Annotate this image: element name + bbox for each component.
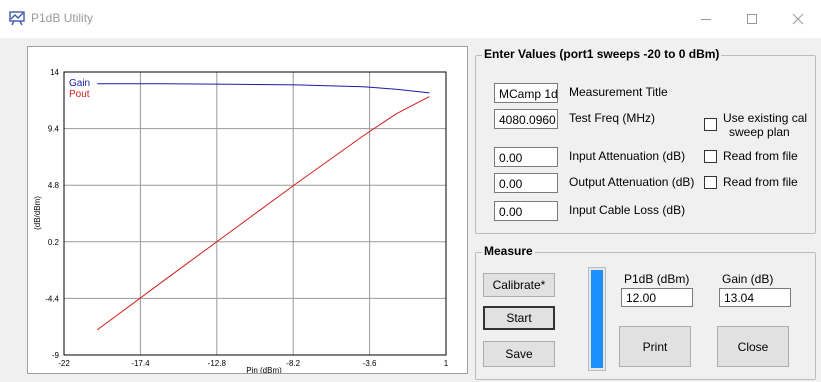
- x-tick-label: -8.2: [286, 359, 300, 368]
- progress-bar: [588, 267, 606, 371]
- close-window-button[interactable]: [775, 0, 821, 38]
- maximize-button[interactable]: [729, 0, 775, 38]
- maximize-icon: [747, 14, 757, 24]
- x-axis-label: Pin (dBm): [246, 366, 282, 373]
- x-tick-label: -12.8: [208, 359, 227, 368]
- measurement-title-label: Measurement Title: [569, 85, 668, 99]
- use-existing-cal-checkbox[interactable]: [704, 118, 717, 131]
- enter-values-title: Enter Values (port1 sweeps -20 to 0 dBm): [482, 47, 722, 61]
- x-tick-label: 1: [444, 359, 449, 368]
- y-axis-label: (dB/dBm): [33, 196, 42, 230]
- close-icon: [792, 13, 804, 25]
- progress-fill: [591, 270, 603, 368]
- x-tick-label: -3.6: [363, 359, 377, 368]
- gain-label: Gain (dB): [722, 272, 774, 286]
- chart-app-icon: [9, 11, 25, 26]
- input-cable-loss-label: Input Cable Loss (dB): [569, 203, 686, 217]
- output-attenuation-input[interactable]: 0.00: [494, 173, 558, 193]
- plot-area-frame: [63, 71, 447, 356]
- p1db-value-field: 12.00: [621, 288, 693, 307]
- start-button[interactable]: Start: [483, 306, 555, 330]
- y-tick-label: -4.4: [45, 294, 59, 303]
- use-existing-cal-label: Use existing cal sweep plan: [723, 111, 808, 139]
- legend-pout: Pout: [69, 89, 90, 100]
- gain-value-field: 13.04: [719, 288, 791, 307]
- print-button[interactable]: Print: [619, 326, 691, 367]
- minimize-icon: [701, 19, 711, 20]
- calibrate-button[interactable]: Calibrate*: [483, 273, 555, 297]
- read-input-atten-file-label: Read from file: [723, 149, 798, 163]
- chart-panel: -22 -17.4 -12.8 -8.2 -3.6 1 14 9.4 4.8 0.2 -4.4 -9 P…: [27, 46, 468, 374]
- title-bar: P1dB Utility: [0, 0, 821, 38]
- p1db-label: P1dB (dBm): [624, 272, 690, 286]
- y-tick-label: -9: [52, 351, 60, 360]
- series-line-gain: [97, 83, 430, 94]
- x-tick-label: -17.4: [131, 359, 150, 368]
- save-button[interactable]: Save: [483, 341, 555, 367]
- test-freq-input[interactable]: 4080.0960: [494, 109, 558, 129]
- read-input-atten-file-checkbox[interactable]: [704, 150, 717, 163]
- close-button[interactable]: Close: [717, 326, 789, 367]
- measure-title: Measure: [482, 244, 535, 258]
- p1db-chart: -22 -17.4 -12.8 -8.2 -3.6 1 14 9.4 4.8 0.2 -4.4 -9 P…: [33, 68, 449, 373]
- client-area: -22 -17.4 -12.8 -8.2 -3.6 1 14 9.4 4.8 0.2 -4.4 -9 P…: [0, 38, 821, 382]
- y-tick-label: 9.4: [48, 125, 60, 134]
- minimize-button[interactable]: [683, 0, 729, 38]
- test-freq-label: Test Freq (MHz): [569, 111, 656, 125]
- enter-values-group: Enter Values (port1 sweeps -20 to 0 dBm)…: [475, 47, 816, 234]
- measure-group: Measure Calibrate* Start Save P1dB (dBm)…: [475, 244, 816, 380]
- input-attenuation-input[interactable]: 0.00: [494, 147, 558, 167]
- x-tick-label: -22: [58, 359, 70, 368]
- read-output-atten-file-checkbox[interactable]: [704, 176, 717, 189]
- window-title: P1dB Utility: [31, 11, 94, 25]
- input-attenuation-label: Input Attenuation (dB): [569, 149, 686, 163]
- y-tick-label: 4.8: [48, 181, 60, 190]
- input-cable-loss-input[interactable]: 0.00: [494, 201, 558, 221]
- y-tick-label: 14: [50, 68, 59, 77]
- measurement-title-input[interactable]: MCamp 1dB: [494, 83, 558, 103]
- legend-gain: Gain: [69, 78, 90, 89]
- y-tick-label: 0.2: [48, 238, 60, 247]
- read-output-atten-file-label: Read from file: [723, 175, 798, 189]
- series-line-pout: [96, 96, 430, 331]
- output-attenuation-label: Output Attenuation (dB): [569, 175, 695, 189]
